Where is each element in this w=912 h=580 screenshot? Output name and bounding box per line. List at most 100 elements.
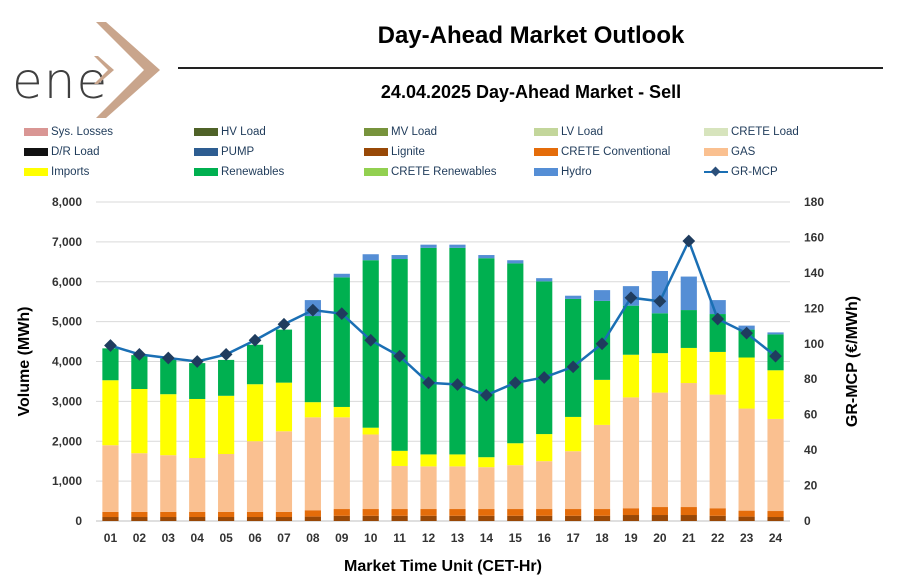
- legend-item: GR-MCP: [704, 166, 778, 182]
- bar-segment: [304, 402, 321, 418]
- bar-segment: [333, 509, 350, 516]
- bar-segment: [622, 397, 640, 509]
- bar-segment: [420, 247, 437, 455]
- bar-segment: [565, 515, 582, 521]
- bar-segment: [275, 382, 293, 432]
- enex-logo: ene: [6, 18, 166, 118]
- legend-label: LV Load: [561, 126, 603, 138]
- y-tick-label: 6,000: [52, 275, 82, 289]
- bar-segment: [160, 358, 177, 395]
- legend-swatch: [364, 168, 388, 176]
- x-tick-label: 05: [219, 531, 233, 545]
- y-tick-label: 2,000: [52, 434, 82, 448]
- y-tick-label: 8,000: [52, 195, 82, 209]
- legend-item: MV Load: [364, 126, 437, 142]
- bar-segment: [246, 384, 264, 442]
- legend-item: PUMP: [194, 146, 254, 162]
- legend-label: D/R Load: [51, 146, 100, 158]
- bar-segment: [275, 511, 293, 518]
- bar-segment: [160, 455, 177, 512]
- bar-segment: [709, 508, 726, 516]
- bar-segment: [189, 511, 206, 518]
- legend-item: Hydro: [534, 166, 592, 182]
- bar-segment: [622, 354, 640, 398]
- mcp-point: [248, 333, 262, 347]
- logo-x-mark: [94, 22, 160, 118]
- bar-segment: [246, 441, 264, 512]
- bar-segment: [362, 509, 379, 516]
- mcp-line: [110, 237, 777, 397]
- bar-segment: [131, 389, 148, 454]
- legend-label: Lignite: [391, 146, 425, 158]
- bar-segment: [275, 431, 293, 512]
- y2-tick-label: 40: [804, 443, 818, 457]
- legend-item: Lignite: [364, 146, 425, 162]
- bar-segment: [507, 263, 524, 444]
- bar-segment: [160, 394, 177, 456]
- mcp-point: [335, 307, 349, 321]
- legend-label: CRETE Conventional: [561, 146, 671, 158]
- y2-tick-label: 160: [804, 230, 824, 244]
- y2-axis-title: GR-MCP (€/MWh): [844, 296, 861, 427]
- x-tick-label: 13: [451, 531, 465, 545]
- y-tick-label: 0: [75, 514, 82, 528]
- bar-segment: [565, 451, 582, 510]
- x-tick-label: 11: [393, 531, 406, 545]
- bar-segment: [738, 408, 755, 511]
- logo-wordmark: ene: [12, 52, 109, 110]
- bar-segment: [651, 507, 668, 516]
- legend-item: CRETE Load: [704, 126, 799, 142]
- bar-segment: [160, 517, 177, 521]
- bar-segment: [275, 329, 293, 383]
- x-tick-label: 24: [769, 531, 783, 545]
- legend-swatch: [534, 148, 558, 156]
- legend-item: CRETE Renewables: [364, 166, 496, 182]
- legend-swatch: [24, 148, 48, 156]
- bar-segment: [565, 295, 582, 299]
- legend-item: GAS: [704, 146, 755, 162]
- mcp-point: [306, 303, 320, 317]
- bar-segment: [622, 515, 640, 521]
- x-tick-label: 21: [682, 531, 696, 545]
- bar-segment: [593, 290, 611, 301]
- x-tick-label: 01: [104, 531, 118, 545]
- y2-tick-label: 120: [804, 301, 824, 315]
- bar-segment: [680, 507, 697, 516]
- bar-segment: [507, 515, 524, 521]
- x-tick-label: 04: [191, 531, 205, 545]
- bar-segment: [362, 434, 379, 510]
- bar-segment: [767, 517, 784, 521]
- mcp-point: [277, 317, 291, 331]
- x-tick-label: 23: [740, 531, 754, 545]
- legend-label: Imports: [51, 166, 90, 178]
- bar-segment: [593, 379, 611, 425]
- legend-label: GAS: [731, 146, 756, 158]
- bar-segment: [391, 450, 408, 466]
- mcp-point: [219, 348, 233, 361]
- x-tick-label: 16: [538, 531, 552, 545]
- mcp-point: [451, 378, 464, 391]
- legend-label: CRETE Renewables: [391, 166, 497, 178]
- bar-segment: [131, 517, 148, 521]
- bar-segment: [478, 509, 495, 516]
- y-tick-label: 3,000: [52, 394, 82, 408]
- mcp-point: [480, 388, 493, 402]
- y2-tick-label: 100: [804, 337, 824, 351]
- bar-segment: [391, 255, 408, 260]
- bar-segment: [362, 254, 379, 261]
- y-axis-title: Volume (MWh): [16, 307, 33, 417]
- bar-segment: [536, 281, 553, 435]
- x-tick-label: 09: [335, 531, 349, 545]
- bar-segment: [246, 517, 264, 521]
- bar-segment: [391, 465, 408, 510]
- legend-swatch: [194, 148, 218, 156]
- bar-segment: [131, 355, 148, 390]
- legend-item: LV Load: [534, 126, 603, 142]
- bar-segment: [160, 511, 177, 518]
- bar-segment: [218, 511, 235, 518]
- x-tick-label: 18: [595, 531, 609, 545]
- legend-label: PUMP: [221, 146, 255, 158]
- x-tick-label: 22: [711, 531, 725, 545]
- bar-segment: [709, 394, 726, 509]
